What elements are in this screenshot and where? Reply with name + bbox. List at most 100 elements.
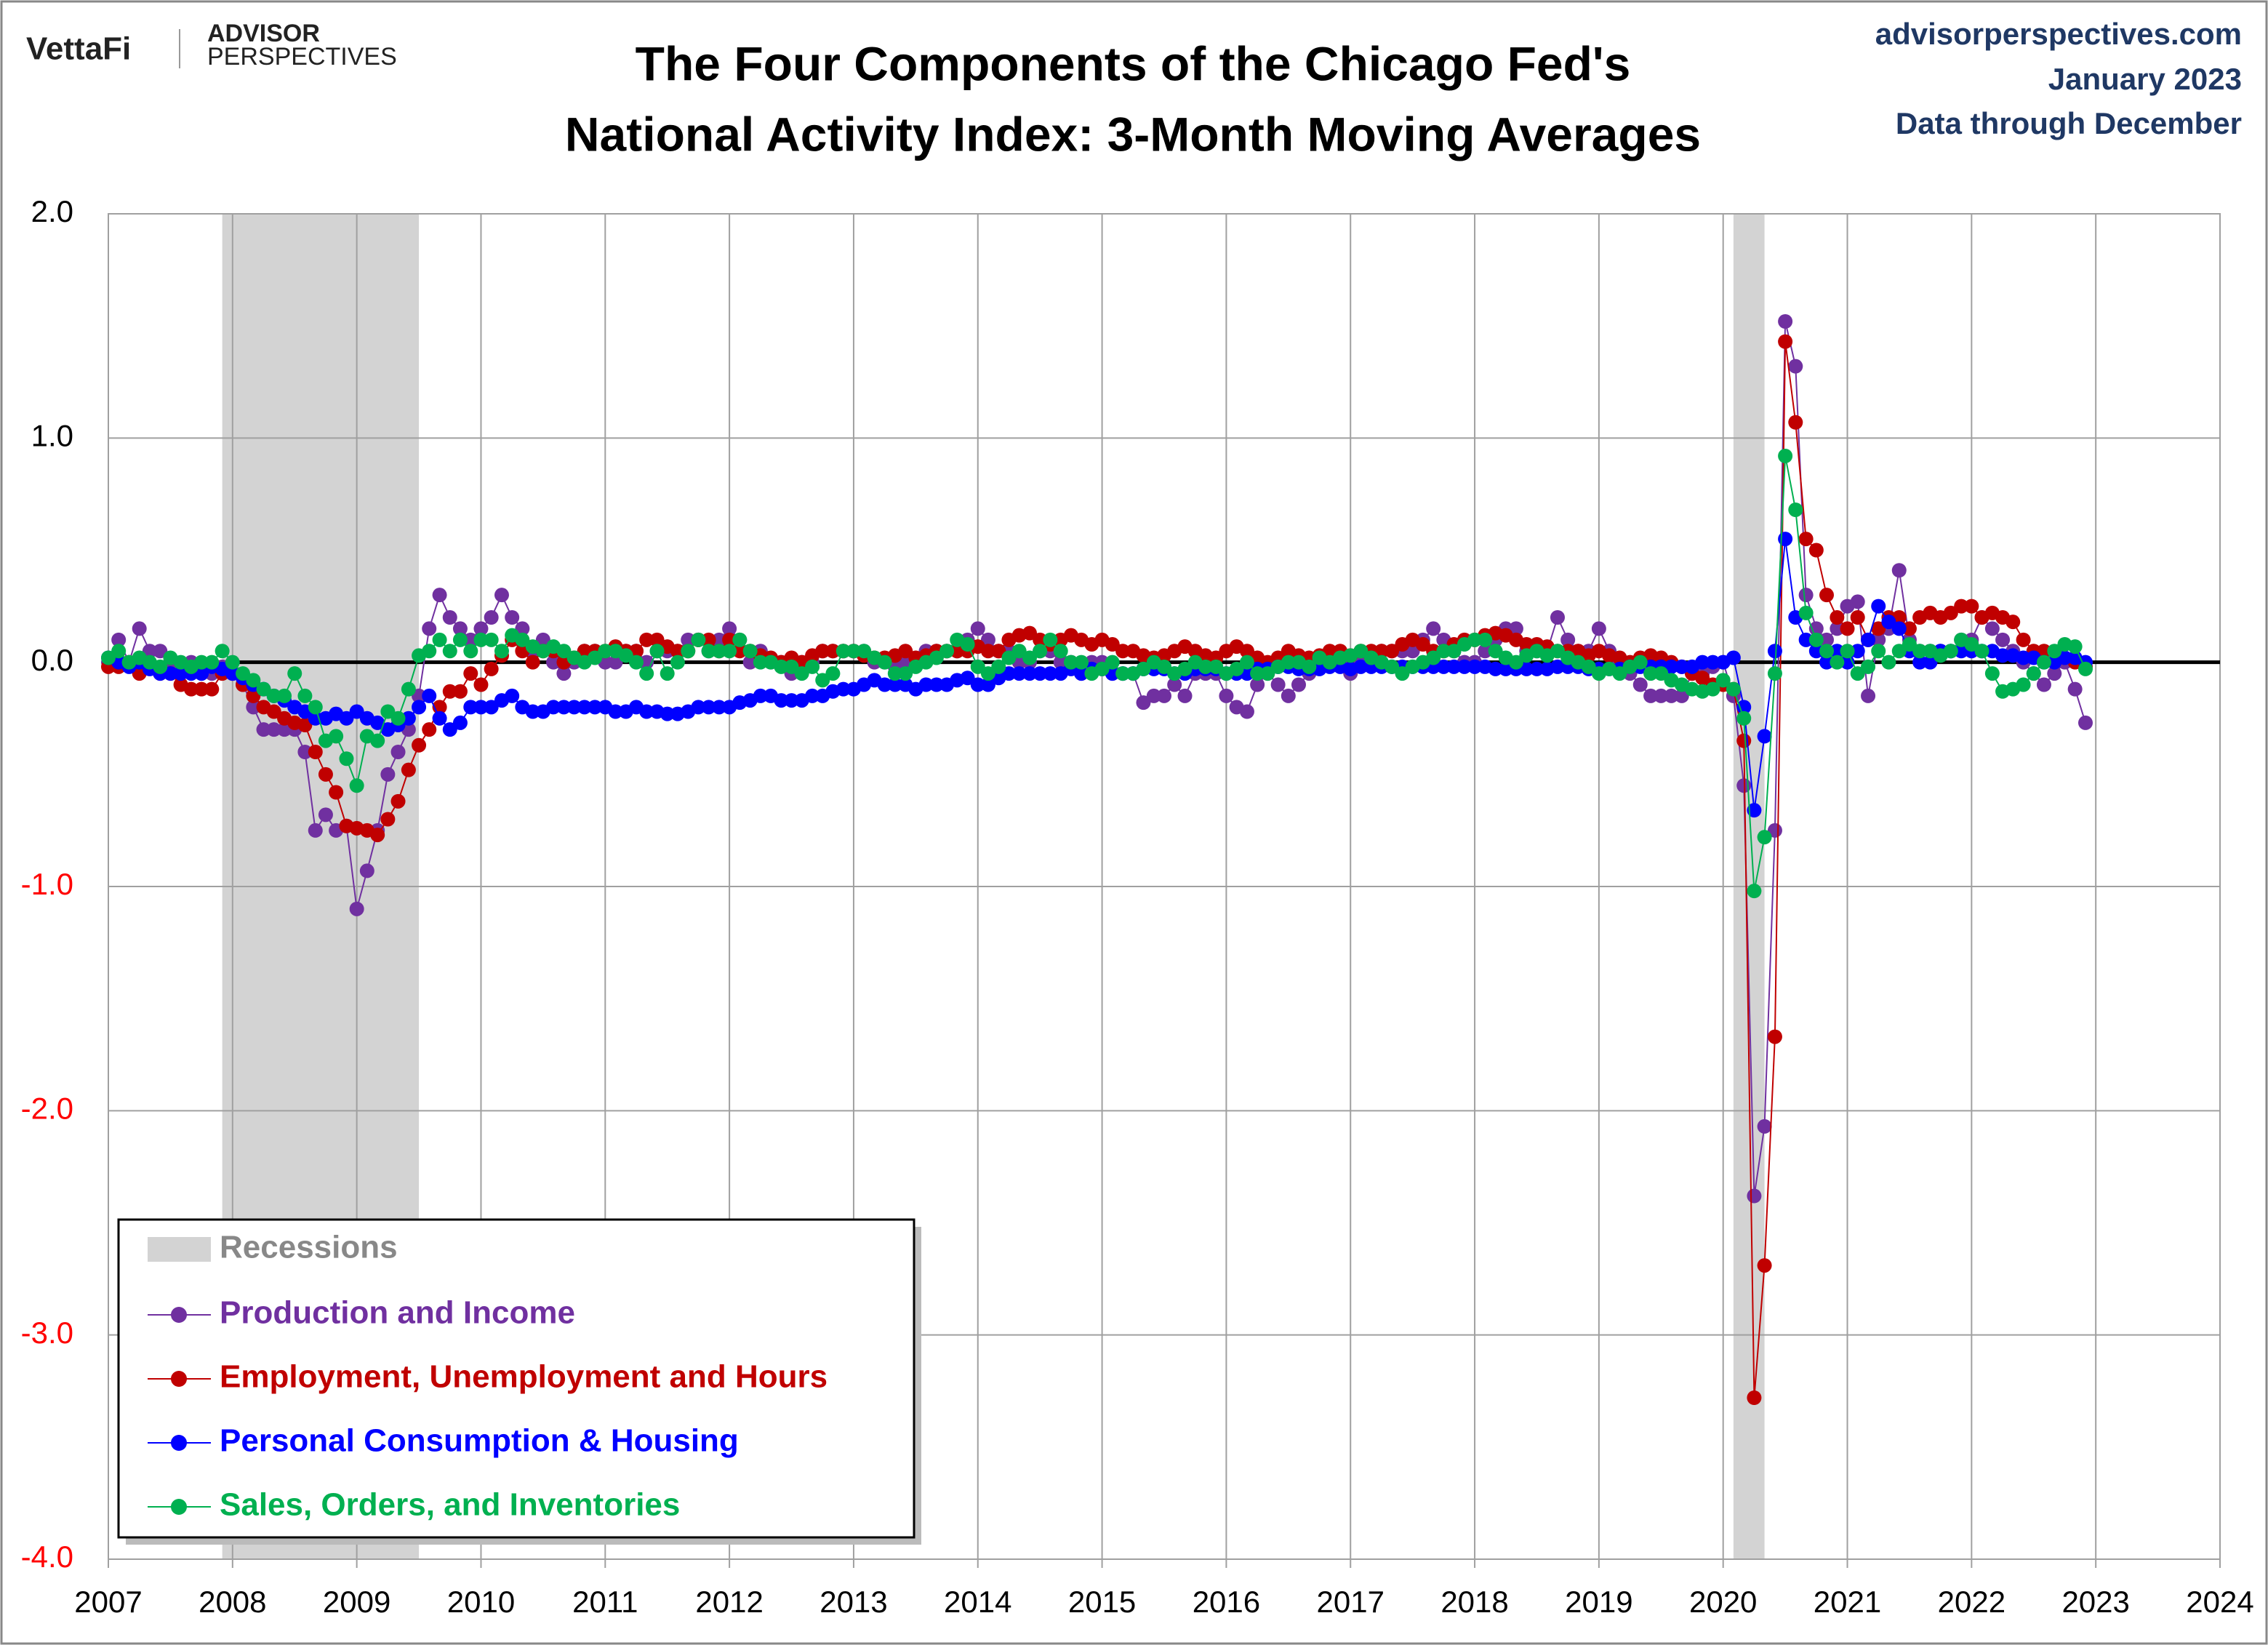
data-point — [1891, 563, 1907, 578]
data-point — [329, 729, 344, 744]
brand: PERSPECTIVES — [207, 43, 397, 71]
x-tick-label: 2017 — [1317, 1585, 1385, 1619]
data-point — [1239, 704, 1254, 719]
data-point — [2026, 666, 2041, 681]
y-tick-label: -4.0 — [21, 1540, 73, 1574]
data-point — [432, 711, 447, 726]
data-point — [1808, 632, 1824, 647]
data-point — [1063, 655, 1078, 670]
data-point — [1861, 659, 1876, 674]
data-point — [1674, 659, 1689, 674]
data-point — [711, 700, 726, 715]
data-point — [588, 650, 603, 665]
plot-border — [108, 213, 2221, 1560]
data-point — [525, 655, 540, 670]
data-point — [1674, 688, 1689, 703]
data-point — [266, 722, 281, 737]
data-point — [774, 659, 789, 674]
data-point — [970, 677, 985, 692]
data-point — [1798, 532, 1814, 547]
data-point — [277, 722, 292, 737]
data-point — [204, 655, 220, 670]
data-point — [422, 722, 437, 737]
data-point — [1757, 1118, 1772, 1134]
data-point — [1353, 659, 1369, 674]
data-point — [1808, 543, 1824, 558]
data-point — [1943, 605, 1958, 620]
legend-marker — [171, 1307, 187, 1323]
data-point — [670, 644, 685, 659]
data-point — [1550, 610, 1565, 625]
data-point — [1788, 359, 1803, 374]
data-point — [681, 632, 696, 647]
data-point — [670, 655, 685, 670]
data-point — [1550, 659, 1565, 674]
data-point — [1891, 621, 1907, 636]
data-point — [1270, 677, 1286, 692]
data-point — [1808, 644, 1824, 659]
data-point — [1209, 659, 1224, 674]
data-point — [970, 621, 985, 636]
data-point — [1426, 621, 1441, 636]
legend-marker — [171, 1435, 187, 1451]
data-point — [887, 666, 902, 681]
data-point — [1632, 677, 1648, 692]
data-point — [556, 644, 572, 659]
data-point — [473, 677, 489, 692]
data-point — [1001, 666, 1017, 681]
x-tick-label: 2010 — [447, 1585, 515, 1619]
x-tick-label: 2008 — [199, 1585, 266, 1619]
data-point — [1850, 594, 1865, 609]
data-point — [442, 644, 457, 659]
data-point — [1767, 666, 1782, 681]
data-point — [277, 688, 292, 703]
data-point — [463, 700, 478, 715]
data-point — [877, 655, 892, 670]
x-tick-label: 2023 — [2061, 1585, 2129, 1619]
data-point — [1281, 688, 1296, 703]
data-point — [246, 673, 261, 688]
x-tick-label: 2012 — [695, 1585, 763, 1619]
data-point — [525, 704, 540, 719]
data-point — [422, 688, 437, 703]
data-point — [339, 711, 354, 726]
data-point — [1291, 677, 1307, 692]
data-point — [2016, 632, 2031, 647]
data-point — [1136, 695, 1151, 711]
data-point — [111, 644, 127, 659]
data-point — [194, 655, 209, 670]
data-point — [857, 644, 872, 659]
x-tick-label: 2021 — [1814, 1585, 1881, 1619]
data-point — [142, 644, 157, 659]
data-point — [711, 644, 726, 659]
data-point — [1053, 655, 1068, 670]
data-point — [432, 632, 447, 647]
data-point — [1560, 632, 1576, 647]
data-point — [805, 688, 820, 703]
data-point — [815, 673, 830, 688]
data-point — [297, 688, 313, 703]
data-point — [1385, 644, 1400, 659]
data-point — [412, 688, 427, 703]
data-point — [1157, 688, 1171, 703]
x-tick-label: 2019 — [1565, 1585, 1632, 1619]
data-point — [1022, 666, 1037, 681]
data-point — [784, 693, 799, 708]
data-point — [1705, 655, 1720, 670]
data-point — [1995, 648, 2011, 663]
data-point — [442, 684, 457, 699]
data-point — [711, 632, 726, 647]
data-point — [836, 681, 851, 697]
data-point — [1105, 637, 1120, 652]
data-point — [1664, 688, 1679, 703]
data-point — [701, 632, 716, 647]
data-point — [1643, 666, 1659, 681]
data-point — [784, 659, 799, 674]
data-point — [2077, 661, 2093, 676]
data-point — [1519, 637, 1534, 652]
data-point — [194, 681, 209, 697]
data-point — [163, 666, 178, 681]
data-point — [1767, 644, 1782, 659]
data-point — [1498, 661, 1513, 676]
